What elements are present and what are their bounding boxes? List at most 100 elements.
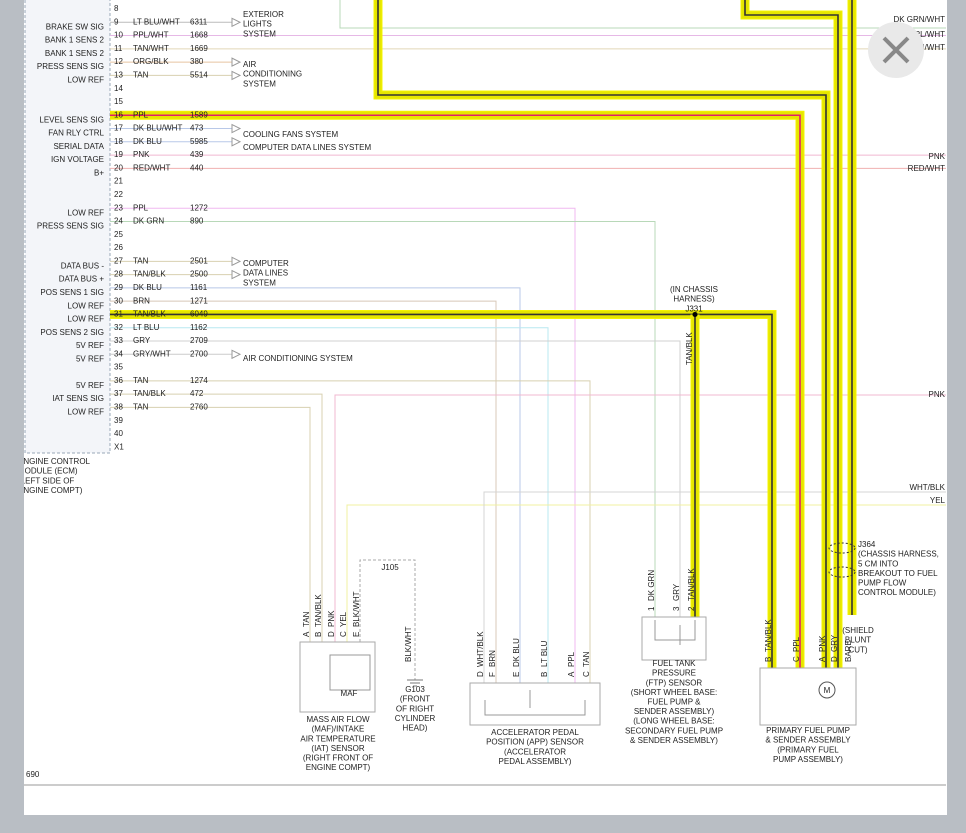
- wire-color: BRN: [133, 296, 150, 305]
- wire-color: TAN/WHT: [133, 44, 169, 53]
- destination: AIR CONDITIONING SYSTEM: [243, 354, 353, 363]
- pin-signal: DATA BUS -: [61, 261, 105, 270]
- pin-number: 39: [114, 416, 123, 425]
- circuit-number: 1669: [190, 44, 208, 53]
- close-button[interactable]: [868, 22, 924, 78]
- circuit-number: 2501: [190, 256, 208, 265]
- wire-color: TAN: [133, 256, 149, 265]
- component-box: [469, 682, 601, 726]
- pin-signal: 5V REF: [76, 341, 104, 350]
- close-icon[interactable]: [882, 36, 910, 64]
- wire: [110, 207, 576, 683]
- wire-color: DK BLU/WHT: [133, 124, 182, 133]
- connector: [828, 566, 856, 578]
- wire-color: ORG/BLK: [133, 57, 169, 66]
- pin-wire: TAN: [582, 651, 591, 667]
- destination: SYSTEM: [243, 29, 276, 38]
- pin-letter: C: [792, 656, 801, 662]
- pin-wire: PNK: [327, 610, 336, 627]
- connector: [828, 542, 856, 554]
- pin-wire: BARE: [844, 640, 853, 662]
- pin-number: 23: [114, 203, 123, 212]
- wire-color: TAN/BLK: [133, 270, 166, 279]
- circuit-number: 2709: [190, 336, 208, 345]
- pin-signal: LOW REF: [68, 315, 105, 324]
- caption: ENGINE COMPT): [306, 763, 371, 772]
- pin-letter: 2: [687, 606, 696, 611]
- caption: MASS AIR FLOW: [306, 715, 370, 724]
- pin-number: 20: [114, 163, 123, 172]
- motor-label: M: [824, 686, 831, 695]
- wire-color: PPL: [133, 110, 149, 119]
- caption: G103: [405, 685, 425, 694]
- pin-wire: PPL: [792, 636, 801, 652]
- pin-signal: LOW REF: [68, 208, 105, 217]
- caption: SECONDARY FUEL PUMP: [625, 726, 723, 735]
- caption: (IAT) SENSOR: [311, 744, 364, 753]
- arrow: [231, 123, 242, 134]
- wire: [110, 287, 521, 683]
- pin-number: 25: [114, 230, 123, 239]
- pin-wire: TAN/BLK: [314, 594, 323, 627]
- wire-color: TAN: [133, 403, 149, 412]
- pin-number: 29: [114, 283, 123, 292]
- pin-letter: E: [512, 672, 521, 677]
- edge-label: PNK: [929, 390, 946, 399]
- pin-signal: FAN RLY CTRL: [48, 129, 104, 138]
- circuit-number: 1162: [190, 323, 208, 332]
- pin-wire: PNK: [818, 635, 827, 652]
- destination: AIR: [243, 60, 257, 69]
- pin-wire: DK GRN: [647, 570, 656, 601]
- pin-number: 17: [114, 124, 123, 133]
- circuit-number: 2700: [190, 349, 208, 358]
- destination: COOLING FANS SYSTEM: [243, 130, 338, 139]
- circuit-number: 1274: [190, 376, 208, 385]
- pin-number: 37: [114, 389, 123, 398]
- pin-wire: PPL: [567, 651, 576, 667]
- caption: (RIGHT FRONT OF: [303, 754, 373, 763]
- wire-color: LT BLU: [133, 323, 160, 332]
- junction-label: PUMP FLOW: [858, 579, 907, 588]
- circuit-number: 1589: [190, 110, 208, 119]
- junction-label: J331: [685, 304, 703, 313]
- circuit-number: 380: [190, 57, 204, 66]
- caption: PRIMARY FUEL PUMP: [766, 726, 850, 735]
- caption: CYLINDER: [395, 714, 436, 723]
- pin-number: 26: [114, 243, 123, 252]
- pin-number: 35: [114, 363, 123, 372]
- destination: LIGHTS: [243, 20, 272, 29]
- circuit-number: 5985: [190, 137, 208, 146]
- wire-color: GRY: [133, 336, 151, 345]
- pin-signal: IAT SENS SIG: [52, 394, 104, 403]
- circuit-number: 890: [190, 217, 204, 226]
- junction-label: (SHIELD: [842, 626, 874, 635]
- caption: AIR TEMPERATURE: [300, 734, 375, 743]
- motor: [818, 681, 836, 699]
- wire-color: TAN: [133, 71, 149, 80]
- wire: [110, 220, 656, 617]
- pin-number: 18: [114, 137, 123, 146]
- wire-color: LT BLU/WHT: [133, 17, 180, 26]
- pin-letter: C: [582, 671, 591, 677]
- wire-color: DK GRN: [133, 217, 164, 226]
- caption: FUEL TANK: [653, 659, 697, 668]
- pin-signal: BANK 1 SENS 2: [45, 49, 105, 58]
- pin-signal: POS SENS 1 SIG: [40, 288, 104, 297]
- pin-number: 31: [114, 310, 123, 319]
- pin-wire: LT BLU: [540, 640, 549, 667]
- edge-label: PPL/WHT: [909, 30, 945, 39]
- arrow: [231, 70, 242, 81]
- pin-number: 13: [114, 71, 123, 80]
- pin-number: 12: [114, 57, 123, 66]
- circuit-number: 2760: [190, 403, 208, 412]
- caption: OF RIGHT: [396, 704, 434, 713]
- pin-letter: B: [764, 657, 773, 662]
- pin-number: 34: [114, 349, 123, 358]
- pin-letter: F: [488, 672, 497, 677]
- circuit-number: 1272: [190, 203, 208, 212]
- caption: (PRIMARY FUEL: [777, 745, 839, 754]
- circuit-number: 6311: [190, 17, 208, 26]
- pin-letter: D: [830, 656, 839, 662]
- pin-number: 32: [114, 323, 123, 332]
- edge-label: TAN/WHT: [909, 43, 945, 52]
